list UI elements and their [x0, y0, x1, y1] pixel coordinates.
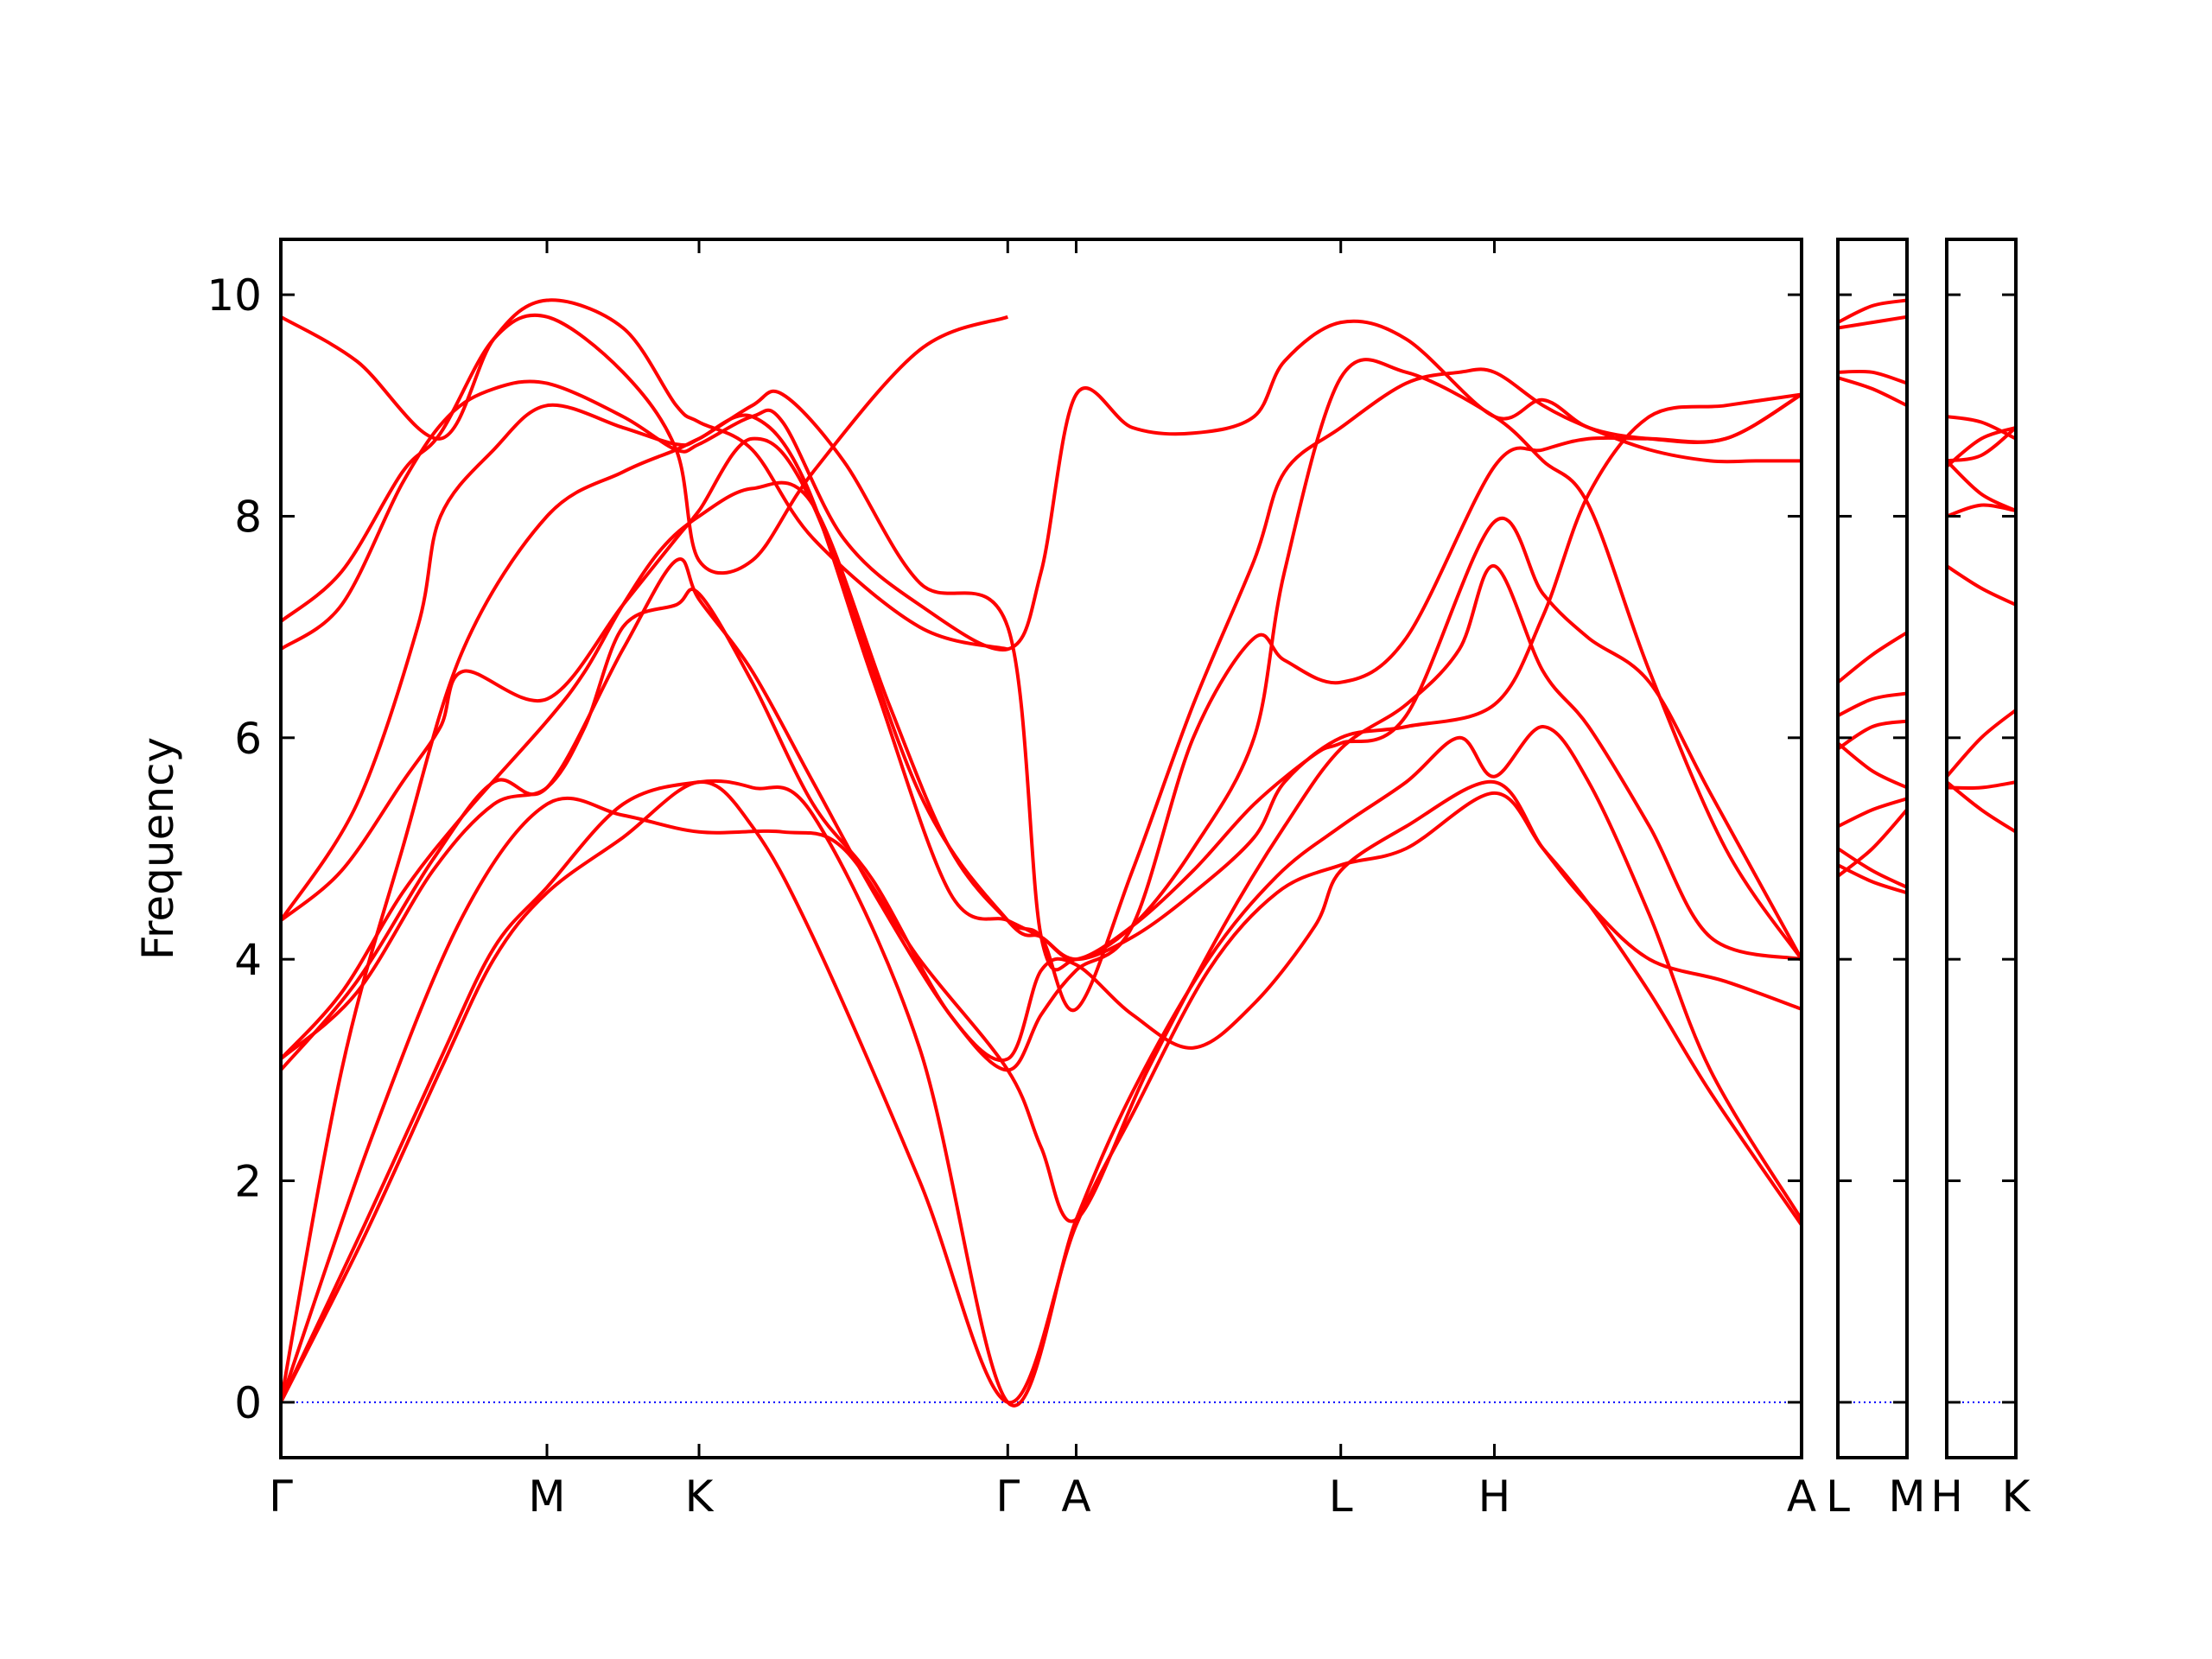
y-tick-label: 2: [234, 1157, 262, 1207]
y-axis-label: Frequency: [133, 737, 183, 960]
band-8: [1838, 631, 1907, 684]
band-4: [1838, 741, 1907, 790]
band-4: [1947, 564, 2016, 607]
band-4: [281, 413, 1802, 1403]
x-tick-label: M: [528, 1471, 565, 1522]
y-tick-label: 0: [234, 1378, 262, 1428]
panel-frame: [279, 238, 1803, 1459]
band-9: [1838, 376, 1907, 408]
bands: [281, 298, 1802, 1408]
x-tick-label: Γ: [995, 1471, 1020, 1522]
band-3: [1838, 797, 1907, 829]
band-7: [281, 367, 1802, 1060]
bands: [1838, 298, 1907, 895]
band-1: [281, 780, 1802, 1404]
x-tick-label: A: [1787, 1471, 1816, 1522]
band-12: [1838, 298, 1907, 324]
band-12: [281, 298, 1008, 652]
x-tick-label: K: [685, 1471, 715, 1522]
band-2: [281, 725, 1802, 1408]
band-2: [1947, 780, 2016, 790]
x-tick-label: Γ: [269, 1471, 293, 1522]
band-9: [281, 358, 1802, 972]
band-5: [1838, 808, 1907, 878]
bands: [1947, 415, 2016, 834]
y-tick-label: 4: [234, 935, 262, 985]
x-tick-label: L: [1329, 1471, 1353, 1522]
band-10: [1838, 369, 1907, 385]
band-6: [281, 587, 1802, 1063]
x-tick-label: K: [2002, 1471, 2031, 1522]
panel-frame: [1945, 238, 2018, 1459]
x-tick-label: M: [1888, 1471, 1925, 1522]
band-6: [1947, 459, 2016, 512]
y-tick-label: 6: [234, 714, 262, 764]
y-tick-label: 8: [234, 492, 262, 542]
band-3: [281, 564, 1802, 1403]
x-tick-label: A: [1061, 1471, 1090, 1522]
band-10: [281, 319, 1802, 652]
band-6: [1838, 719, 1907, 751]
panel-frame: [1836, 238, 1909, 1459]
band-11: [1838, 315, 1907, 330]
band-8: [281, 392, 1802, 962]
band-7: [1838, 691, 1907, 718]
x-tick-label: L: [1826, 1471, 1850, 1522]
x-tick-label: H: [1478, 1471, 1511, 1522]
band-9: [1947, 426, 2016, 463]
x-tick-label: H: [1930, 1471, 1963, 1522]
band-2: [1838, 847, 1907, 889]
band-3: [1947, 709, 2016, 779]
y-tick-label: 10: [207, 270, 262, 321]
band-11: [281, 313, 1009, 623]
